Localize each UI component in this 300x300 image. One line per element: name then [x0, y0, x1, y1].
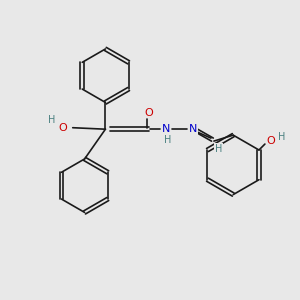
- Text: O: O: [144, 108, 153, 118]
- Text: H: H: [48, 115, 56, 125]
- Text: N: N: [189, 124, 197, 134]
- Text: H: H: [278, 132, 286, 142]
- Text: O: O: [58, 123, 67, 133]
- Text: H: H: [215, 143, 222, 154]
- Text: H: H: [164, 135, 172, 145]
- Text: N: N: [162, 124, 170, 134]
- Text: O: O: [266, 136, 275, 146]
